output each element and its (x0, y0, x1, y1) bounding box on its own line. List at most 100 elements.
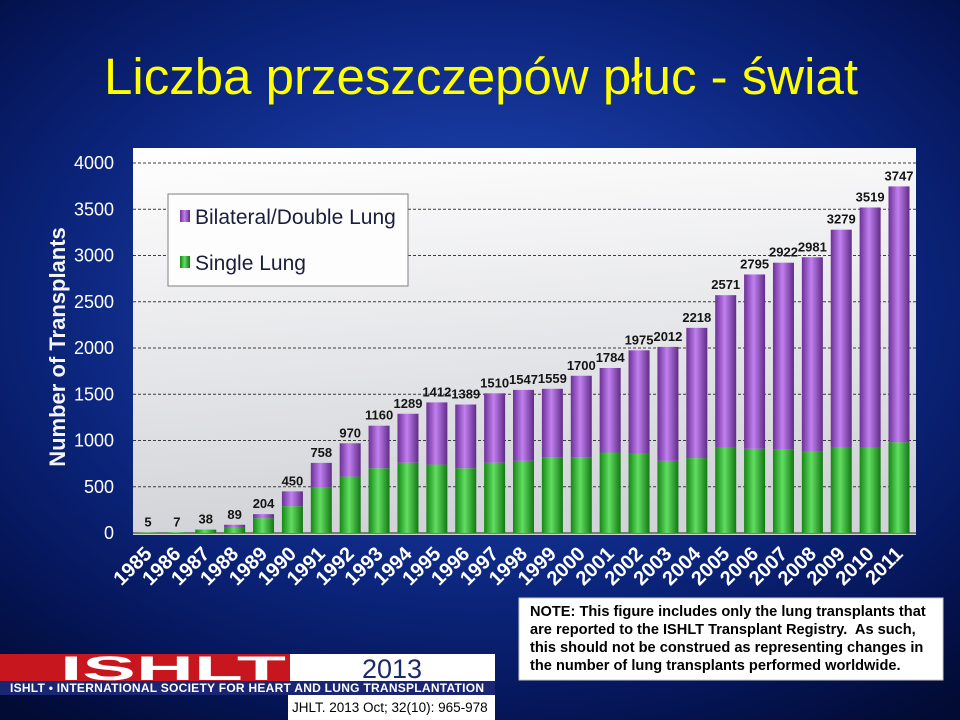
bar-single-lung-1994 (397, 462, 419, 533)
bar-bilateral-double-lung-1998 (513, 389, 534, 461)
bar-bilateral-double-lung-1995 (426, 402, 448, 465)
bar-bilateral-double-lung-2002 (628, 350, 650, 454)
bar-bilateral-double-lung-2001 (599, 367, 621, 453)
bar-bilateral-double-lung-1990 (281, 491, 303, 507)
bar-single-lung-2008 (801, 451, 823, 533)
y-tick-label-1500: 1500 (74, 384, 114, 404)
ishlt-logo: ISHLT 2013 ISHLT • INTERNATIONAL SOCIETY… (0, 650, 495, 720)
bar-single-lung-2003 (657, 460, 679, 533)
total-label-2003: 2012 (653, 329, 682, 344)
legend-label-single: Single Lung (195, 252, 306, 275)
bar-bilateral-double-lung-1997 (484, 393, 506, 463)
logo-tagline: ISHLT • INTERNATIONAL SOCIETY FOR HEART … (10, 681, 484, 695)
bar-single-lung-1986 (166, 532, 188, 533)
bar-bilateral-double-lung-1999 (541, 388, 563, 458)
bar-single-lung-1987 (195, 529, 217, 533)
bar-single-lung-1993 (368, 468, 390, 533)
bar-single-lung-1992 (339, 476, 361, 533)
bar-bilateral-double-lung-1991 (310, 462, 332, 488)
bar-single-lung-2004 (686, 458, 708, 533)
note-line: are reported to the ISHLT Transplant Reg… (530, 622, 916, 638)
total-label-2011: 3747 (885, 168, 914, 183)
bar-single-lung-1999 (541, 457, 563, 533)
bar-bilateral-double-lung-1992 (339, 443, 361, 477)
bar-single-lung-2006 (744, 448, 766, 533)
y-axis-title: Number of Transplants (45, 227, 70, 467)
bar-single-lung-2005 (715, 447, 737, 533)
y-tick-label-2000: 2000 (74, 338, 114, 358)
bar-single-lung-2007 (772, 449, 794, 533)
y-tick-label-4000: 4000 (74, 153, 114, 173)
total-label-1985: 5 (144, 515, 151, 530)
slide-title: Liczba przeszczepów płuc - świat (104, 48, 858, 105)
bar-single-lung-1988 (224, 527, 246, 533)
bar-bilateral-double-lung-1994 (397, 413, 419, 463)
bar-single-lung-2001 (599, 452, 621, 533)
bar-bilateral-double-lung-2005 (715, 295, 737, 448)
total-label-1995: 1412 (422, 384, 451, 399)
total-label-2008: 2981 (798, 239, 827, 254)
legend-swatch-bilateral (180, 210, 190, 222)
note-line: this should not be construed as represen… (530, 640, 923, 656)
logo-red-block (0, 654, 290, 681)
total-label-1987: 38 (199, 511, 213, 526)
legend-swatch-single (180, 256, 190, 268)
total-label-2005: 2571 (711, 277, 740, 292)
y-tick-label-2500: 2500 (74, 292, 114, 312)
total-label-1999: 1559 (538, 371, 567, 386)
bar-single-lung-1996 (455, 468, 477, 533)
bar-bilateral-double-lung-2006 (744, 274, 766, 449)
citation-box (288, 695, 495, 720)
note-box: NOTE: This figure includes only the lung… (518, 597, 944, 681)
total-label-2000: 1700 (567, 358, 596, 373)
bar-single-lung-1998 (513, 460, 534, 533)
total-label-1998: 1547 (509, 372, 538, 387)
total-label-2002: 1975 (625, 332, 654, 347)
y-axis-ticks: 0 500 1000 1500 2000 2500 3000 3500 4000 (74, 153, 114, 543)
bar-single-lung-1989 (253, 518, 275, 533)
bar-single-lung-1990 (281, 506, 303, 533)
total-label-1986: 7 (173, 514, 180, 529)
y-tick-label-0: 0 (104, 523, 114, 543)
bar-single-lung-2002 (628, 453, 650, 533)
bar-bilateral-double-lung-2007 (772, 262, 794, 450)
total-label-2009: 3279 (827, 212, 856, 227)
total-label-1992: 970 (339, 425, 361, 440)
total-label-1988: 89 (227, 507, 241, 522)
y-tick-label-3000: 3000 (74, 246, 114, 266)
bar-single-lung-1991 (310, 487, 332, 533)
total-label-1991: 758 (310, 445, 332, 460)
y-tick-label-3500: 3500 (74, 199, 114, 219)
citation: JHLT. 2013 Oct; 32(10): 965-978 (292, 700, 488, 715)
total-label-1990: 450 (282, 473, 304, 488)
bar-single-lung-1997 (484, 462, 506, 533)
bar-bilateral-double-lung-2008 (801, 257, 823, 452)
note-line: the number of lung transplants performed… (530, 658, 901, 674)
bar-bilateral-double-lung-2003 (657, 346, 679, 461)
bar-single-lung-2010 (859, 447, 881, 533)
bar-bilateral-double-lung-2009 (830, 229, 852, 447)
logo-year: 2013 (362, 654, 422, 684)
logo-year-box (290, 654, 495, 681)
total-label-2010: 3519 (856, 189, 885, 204)
bar-single-lung-2009 (830, 446, 852, 533)
logo-tagline-strip (0, 681, 495, 695)
bar-bilateral-double-lung-1989 (253, 514, 275, 519)
bar-bilateral-double-lung-2010 (859, 207, 881, 448)
note-line: NOTE: This figure includes only the lung… (530, 604, 926, 620)
total-label-1994: 1289 (394, 396, 423, 411)
bar-single-lung-2000 (570, 457, 592, 533)
total-label-2007: 2922 (769, 245, 798, 260)
bar-bilateral-double-lung-1988 (224, 524, 246, 528)
bar-single-lung-1995 (426, 464, 448, 533)
bar-bilateral-double-lung-2000 (570, 375, 592, 458)
total-label-2004: 2218 (682, 310, 711, 325)
total-label-1997: 1510 (480, 375, 509, 390)
y-tick-label-500: 500 (84, 477, 114, 497)
legend-label-bilateral: Bilateral/Double Lung (195, 206, 396, 229)
legend-box (167, 193, 409, 287)
bar-bilateral-double-lung-1996 (455, 404, 477, 469)
total-label-1989: 204 (253, 496, 275, 511)
